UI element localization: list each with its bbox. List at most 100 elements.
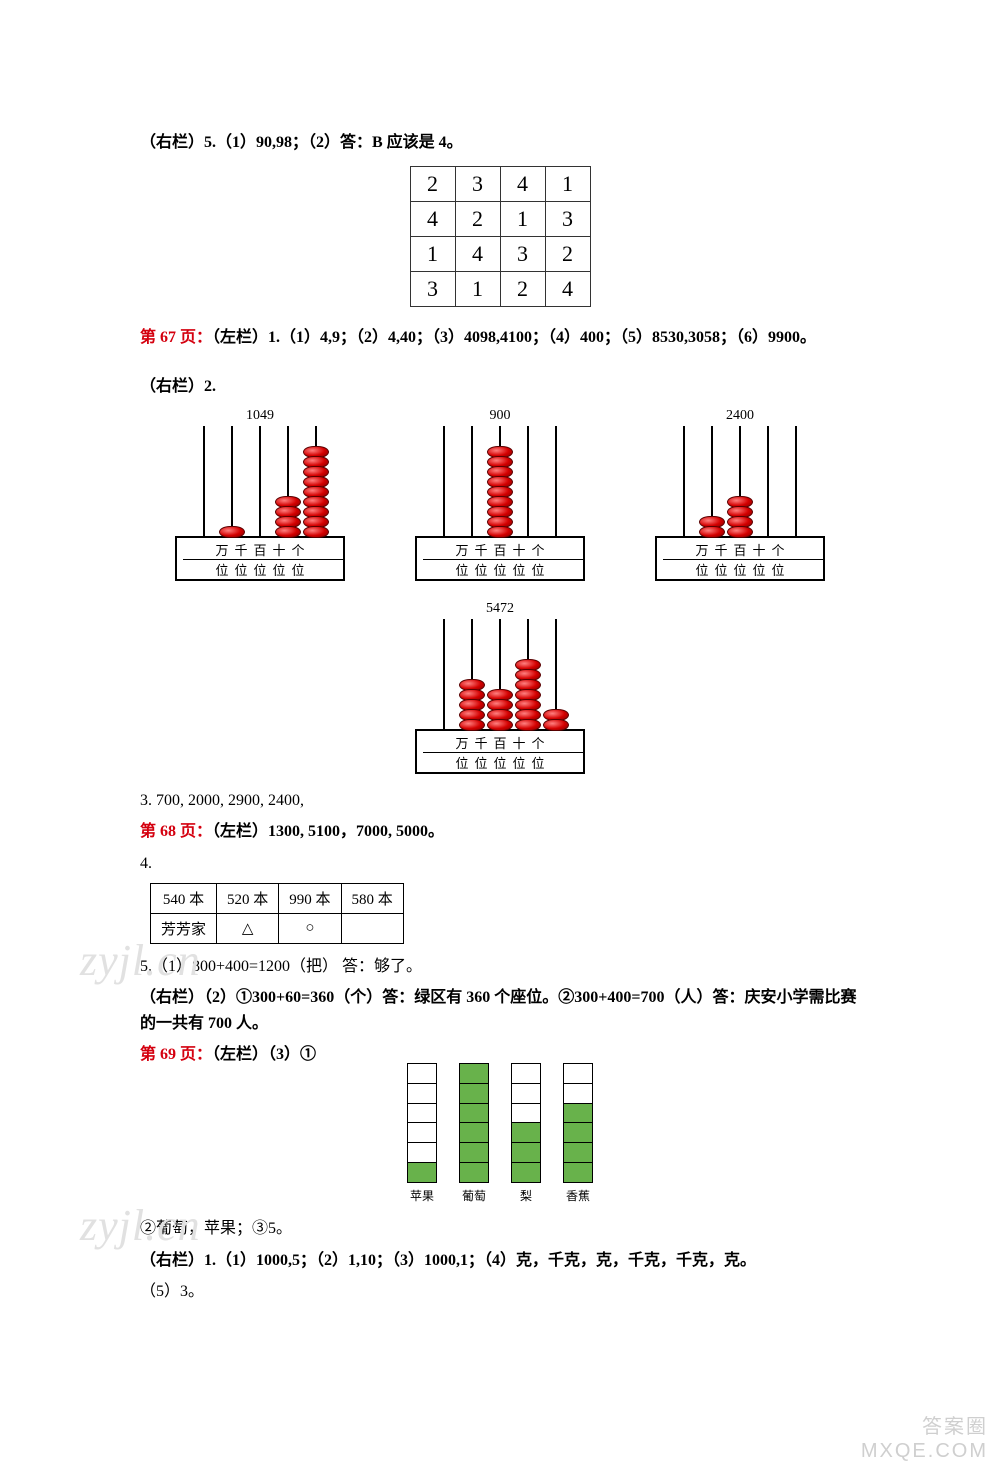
table-cell: △	[217, 913, 279, 943]
bar-column: 苹果	[407, 1063, 437, 1204]
bar-segment	[564, 1064, 592, 1083]
header-line: （右栏）5.（1）90,98；（2）答：B 应该是 4。	[140, 130, 860, 156]
abacus-bead	[303, 526, 329, 538]
abacus-bead	[543, 719, 569, 731]
abacus-rod	[302, 426, 330, 536]
abacus-rod	[458, 619, 486, 729]
abacus-rod	[514, 426, 542, 536]
after-chart: ②葡萄，苹果；③5。	[140, 1216, 860, 1242]
bar-segment	[408, 1142, 436, 1162]
p69-prefix: 第 69 页：	[140, 1046, 212, 1063]
bar-segment	[460, 1083, 488, 1103]
bar-column: 香蕉	[563, 1063, 593, 1204]
p69-text: （左栏）（3）①	[212, 1046, 316, 1063]
p68-prefix: 第 68 页：	[140, 823, 212, 840]
table-header: 540 本	[151, 883, 217, 913]
bar-segment	[564, 1142, 592, 1162]
table-header: 990 本	[279, 883, 341, 913]
right1b: （5）3。	[140, 1279, 860, 1305]
grid-cell: 1	[455, 271, 500, 306]
abacus-bead	[487, 719, 513, 731]
bar-label: 葡萄	[462, 1187, 486, 1204]
abacus-rod	[670, 426, 698, 536]
corner-line1: 答案圈	[861, 1415, 988, 1439]
abacus-rod	[542, 426, 570, 536]
abacus: 1049万千百十个位位位位位	[170, 408, 350, 581]
bar-segment	[512, 1083, 540, 1103]
abacus-bead	[699, 526, 725, 538]
bar-segment	[512, 1162, 540, 1182]
table-header: 520 本	[217, 883, 279, 913]
abacus-bead	[515, 719, 541, 731]
abacus-rod	[246, 426, 274, 536]
books-table: 540 本520 本990 本580 本 芳芳家△○	[150, 883, 404, 944]
abacus-base: 万千百十个位位位位位	[415, 536, 585, 581]
bar-segment	[512, 1142, 540, 1162]
grid-cell: 3	[500, 236, 545, 271]
bar-segment	[564, 1122, 592, 1142]
bar	[511, 1063, 541, 1183]
abacus-bead	[727, 526, 753, 538]
right1: （右栏）1.（1）1000,5；（2）1,10；（3）1000,1；（4）克，千…	[140, 1248, 860, 1274]
abacus-rod	[514, 619, 542, 729]
abacus-grid: 1049万千百十个位位位位位 900 万千百十个位位位位位 2400 万千百十个位位位位…	[140, 408, 860, 774]
abacus: 900 万千百十个位位位位位	[410, 408, 590, 581]
p68-text: （左栏）1300, 5100，7000, 5000。	[212, 823, 444, 840]
bar-segment	[460, 1142, 488, 1162]
grid-cell: 3	[410, 271, 455, 306]
abacus-bead	[459, 719, 485, 731]
p67-prefix: 第 67 页：	[140, 329, 212, 346]
bar	[459, 1063, 489, 1183]
abacus-bead	[487, 526, 513, 538]
line3: 3. 700, 2000, 2900, 2400,	[140, 788, 860, 814]
grid-cell: 1	[410, 236, 455, 271]
bar-segment	[460, 1162, 488, 1182]
abacus-rod	[698, 426, 726, 536]
abacus-title: 900	[410, 408, 590, 424]
abacus-title: 5472	[410, 601, 590, 617]
bar-segment	[408, 1083, 436, 1103]
bar-column: 葡萄	[459, 1063, 489, 1204]
line4: 4.	[140, 851, 860, 877]
abacus-rod	[754, 426, 782, 536]
table-row-label: 芳芳家	[151, 913, 217, 943]
bar-segment	[512, 1122, 540, 1142]
bar-label: 香蕉	[566, 1187, 590, 1204]
bar-segment	[460, 1103, 488, 1123]
grid-cell: 3	[545, 201, 590, 236]
bar-column: 梨	[511, 1063, 541, 1204]
abacus-bead	[219, 526, 245, 538]
grid-cell: 4	[545, 271, 590, 306]
grid-cell: 3	[455, 166, 500, 201]
p69-line: 第 69 页：（左栏）（3）①	[140, 1042, 860, 1068]
grid-cell: 4	[410, 201, 455, 236]
bar-segment	[564, 1083, 592, 1103]
bar-segment	[408, 1122, 436, 1142]
bar-segment	[564, 1103, 592, 1123]
bar-chart: 苹果 葡萄 梨 香蕉	[140, 1074, 860, 1204]
bar-segment	[408, 1162, 436, 1182]
table-header: 580 本	[341, 883, 403, 913]
q2-label: （右栏）2.	[140, 374, 860, 400]
abacus-base: 万千百十个位位位位位	[415, 729, 585, 774]
table-cell	[341, 913, 403, 943]
corner-line2: MXQE.COM	[861, 1439, 988, 1463]
grid-cell: 1	[545, 166, 590, 201]
grid-cell: 2	[455, 201, 500, 236]
p68-line: 第 68 页：（左栏）1300, 5100，7000, 5000。	[140, 819, 860, 845]
bar-segment	[408, 1064, 436, 1083]
bar-label: 梨	[520, 1187, 532, 1204]
number-grid: 2341421314323124	[410, 166, 591, 307]
abacus-title: 1049	[170, 408, 350, 424]
grid-cell: 1	[500, 201, 545, 236]
bar	[563, 1063, 593, 1183]
abacus-rod	[486, 619, 514, 729]
grid-cell: 4	[455, 236, 500, 271]
bar-label: 苹果	[410, 1187, 434, 1204]
abacus-rod	[218, 426, 246, 536]
p67-text: （左栏）1.（1）4,9；（2）4,40；（3）4098,4100；（4）400…	[212, 329, 816, 346]
abacus-rod	[430, 619, 458, 729]
grid-cell: 2	[545, 236, 590, 271]
bar-segment	[460, 1122, 488, 1142]
abacus-title: 2400	[650, 408, 830, 424]
